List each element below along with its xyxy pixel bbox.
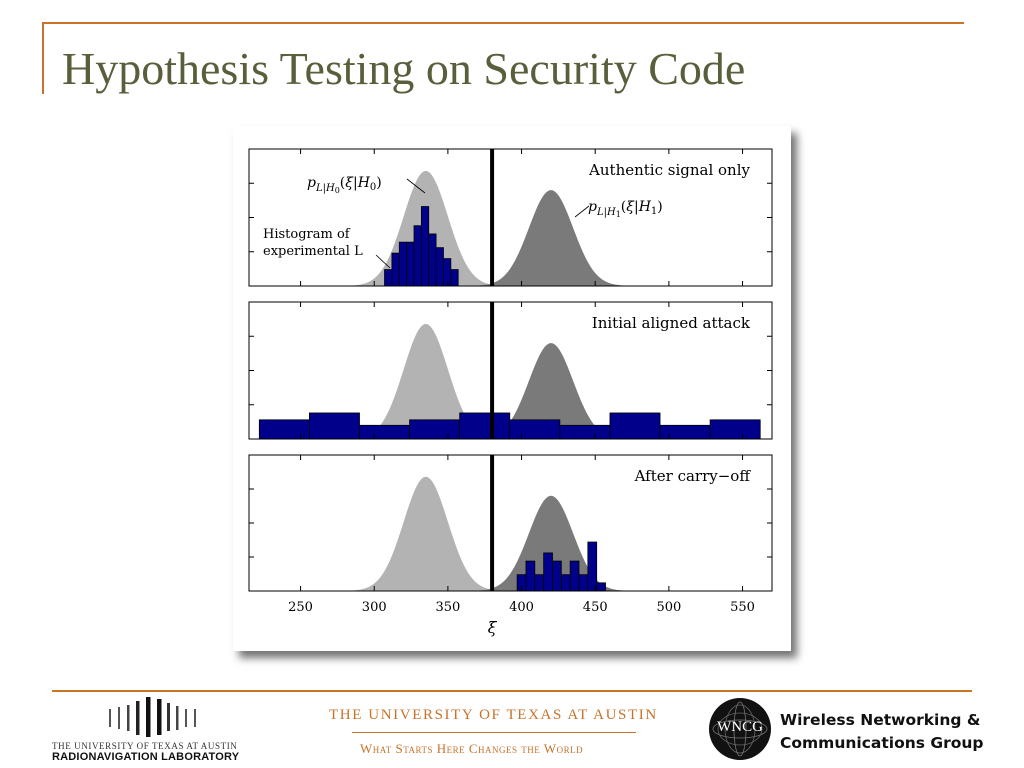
histogram-bar [398,241,408,287]
histogram-bar [559,424,611,440]
panel-title: Authentic signal only [588,161,750,179]
panel-title: After carry−off [634,467,752,485]
histogram-bar [406,241,415,287]
histogram-bar [459,412,511,440]
chart-panel-3: After carry−off [248,454,773,592]
x-tick-label: 250 [288,600,313,615]
histogram-bar [525,560,536,592]
wncg-logo-icon: WNCG [709,698,771,760]
rnl-lab-name: RADIONAVIGATION LABORATORY [52,751,240,763]
histogram-bar [420,206,430,287]
wncg-name-line1: Wireless Networking & [780,711,981,729]
histogram-bar [543,552,553,592]
x-tick-label: 400 [509,600,534,615]
histogram-bar [587,541,598,592]
histogram-bar [435,247,444,287]
rnl-bars-icon [109,697,196,737]
x-tick-label: 450 [583,600,608,615]
histogram-bar [443,258,452,287]
footer-rule [52,690,972,692]
x-tick-label: 550 [730,600,755,615]
histogram-bar [409,419,461,440]
histogram-bar [359,424,410,440]
chart-panel-1: Authentic signal only [248,148,773,287]
histogram-bar [596,582,606,592]
figure-frame: Authentic signal only Initial aligned att… [233,126,791,651]
h0-density-curve [337,476,515,591]
ut-motto: What Starts Here Changes the World [360,741,584,756]
title-top-rule [42,22,964,24]
histogram-bar [413,225,422,287]
histogram-bar [309,412,360,440]
histogram-label-line2: experimental L [263,244,363,259]
histogram-bar [509,419,561,440]
histogram-bar [534,574,545,592]
histogram-bar [659,424,711,440]
histogram-bar [709,419,761,440]
slide-title: Hypothesis Testing on Security Code [62,43,746,94]
histogram-label-leader [375,254,391,269]
histogram-bar [384,269,393,287]
histogram-bar [258,419,310,440]
wncg-letters: WNCG [717,719,763,735]
h1-density-curve [462,343,640,439]
x-tick-label: 300 [362,600,387,615]
x-axis-label: ξ [488,618,498,637]
histogram-bar [450,269,459,287]
title-side-rule [42,22,44,94]
histogram-bar [391,252,400,287]
histogram-bar [569,560,580,592]
histogram-bar [428,233,437,287]
ut-divider [352,732,636,733]
h1-label-leader [574,205,590,218]
histogram-bar [578,574,589,592]
histogram-bar [552,560,562,592]
panel-title: Initial aligned attack [592,314,751,332]
wncg-waves-icon [712,701,768,757]
ut-austin-name: THE UNIVERSITY OF TEXAS AT AUSTIN [329,707,658,723]
x-tick-label: 350 [435,600,460,615]
hypothesis-chart: Authentic signal only Initial aligned att… [248,148,773,637]
chart-panel-2: Initial aligned attack [248,301,773,440]
histogram-bar [609,412,661,440]
x-tick-label: 500 [656,600,681,615]
h0-density-curve [337,323,515,439]
h1-curve-label: pL|H1(ξ|H1) [588,199,663,219]
radionavigation-lab-logo: THE UNIVERSITY OF TEXAS AT AUSTIN RADION… [52,697,264,765]
h0-curve-label: pL|H0(ξ|H0) [307,175,382,195]
rnl-university-text: THE UNIVERSITY OF TEXAS AT AUSTIN [52,741,238,751]
histogram-bar [560,574,571,592]
histogram-label-line1: Histogram of [263,227,351,242]
h0-label-leader [406,178,426,194]
wncg-name-line2: Communications Group [780,734,984,752]
h1-density-curve [462,190,640,286]
h1-density-curve [462,495,640,591]
